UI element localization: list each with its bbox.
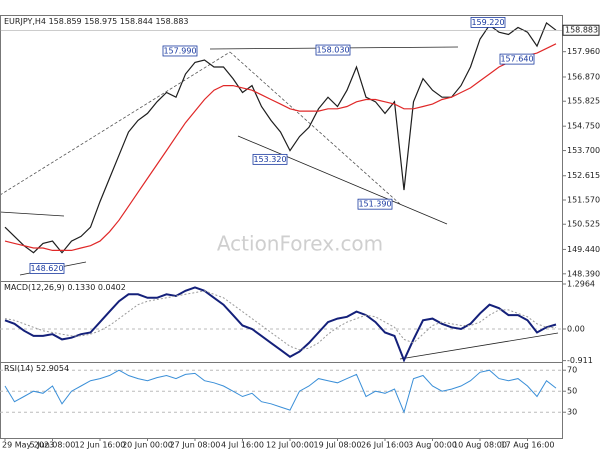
- y-tick-label: 1.2964: [567, 280, 595, 289]
- title-part: 0.1330: [67, 283, 98, 292]
- x-tick-label: 12 Jul 00:00: [266, 441, 314, 450]
- trend-line: [0, 211, 65, 217]
- y-tick-label: 30: [567, 408, 577, 417]
- trend-line: [237, 135, 448, 225]
- y-tick-label: 154.750: [567, 122, 600, 131]
- series-line: [4, 290, 557, 351]
- annotation-label: 153.320: [253, 155, 286, 164]
- annotation-label: 157.990: [163, 46, 196, 55]
- y-tick-label: 70: [567, 366, 577, 375]
- watermark: ActionForex.com: [217, 232, 383, 256]
- annotation-label: 159.220: [471, 18, 504, 27]
- y-tick-label: 153.700: [567, 146, 600, 155]
- panel-title: RSI(14) 52.9054: [4, 364, 69, 373]
- y-tick-label: 152.615: [567, 171, 600, 180]
- panel-frame: [0, 362, 563, 439]
- series-line: [4, 43, 557, 251]
- annotation-box: [29, 263, 65, 274]
- title-part: MACD(12,26,9): [4, 283, 67, 292]
- x-tick-label: 10 Aug 08:00: [453, 441, 507, 450]
- title-part: 52.9054: [36, 364, 69, 373]
- panel-title: EURJPY,H4 158.859 158.975 158.844 158.88…: [4, 17, 189, 26]
- annotation-box: [315, 44, 351, 56]
- y-tick-label: 150.525: [567, 220, 600, 229]
- annotation-box: [499, 53, 535, 65]
- x-tick-label: 26 Jul 16:00: [361, 441, 409, 450]
- annotation-label: 151.390: [358, 200, 391, 209]
- annotation-label: 148.620: [30, 264, 63, 273]
- annotation-label: 157.640: [500, 55, 533, 64]
- plot-layer: 157.960 156.870 155.825 154.750 153.700 152.6…: [0, 15, 600, 450]
- trend-line: [229, 51, 401, 205]
- annotation-box: [252, 153, 288, 165]
- trend-line: [0, 51, 231, 196]
- x-tick-label: 5 Jun 08:00: [30, 441, 76, 450]
- x-tick-label: 19 Jul 08:00: [314, 441, 362, 450]
- trend-line: [399, 332, 559, 360]
- annotation-label: 158.030: [316, 46, 349, 55]
- y-tick-label: 50: [567, 387, 577, 396]
- x-tick-label: 4 Jul 16:00: [221, 441, 264, 450]
- y-tick-label: 149.440: [567, 245, 600, 254]
- panel-title: MACD(12,26,9) 0.1330 0.0402: [4, 283, 126, 292]
- annotation-box: [162, 45, 198, 57]
- title-part: RSI(14): [4, 364, 36, 373]
- y-tick-label: 0.00: [567, 324, 585, 333]
- annotation-box: [470, 17, 506, 28]
- y-tick-label: 155.825: [567, 97, 600, 106]
- x-tick-label: 12 Jun 16:00: [75, 441, 126, 450]
- y-tick-label: 151.570: [567, 195, 600, 204]
- title-part: EURJPY,H4: [4, 17, 49, 26]
- title-part: 158.883: [155, 17, 188, 26]
- price-label: 158.883: [565, 26, 598, 35]
- title-part: 158.975: [84, 17, 120, 26]
- x-tick-label: 29 May 2023: [2, 441, 54, 450]
- y-tick-label: 156.870: [567, 72, 600, 81]
- x-tick-label: 3 Aug 00:00: [408, 441, 457, 450]
- annotation-box: [357, 198, 393, 210]
- title-part: 158.844: [120, 17, 156, 26]
- x-tick-label: 27 Jun 08:00: [170, 441, 221, 450]
- title-part: 0.0402: [98, 283, 126, 292]
- price-box: [562, 24, 600, 36]
- title-part: 158.859: [49, 17, 85, 26]
- x-tick-label: 20 Jun 00:00: [122, 441, 173, 450]
- series-line: [4, 369, 557, 414]
- x-tick-label: 17 Aug 16:00: [501, 441, 555, 450]
- y-tick-label: -0.911: [567, 356, 593, 365]
- series-line: [4, 286, 557, 363]
- series-line: [4, 21, 557, 254]
- y-tick-label: 157.960: [567, 47, 600, 56]
- y-tick-label: 148.390: [567, 269, 600, 278]
